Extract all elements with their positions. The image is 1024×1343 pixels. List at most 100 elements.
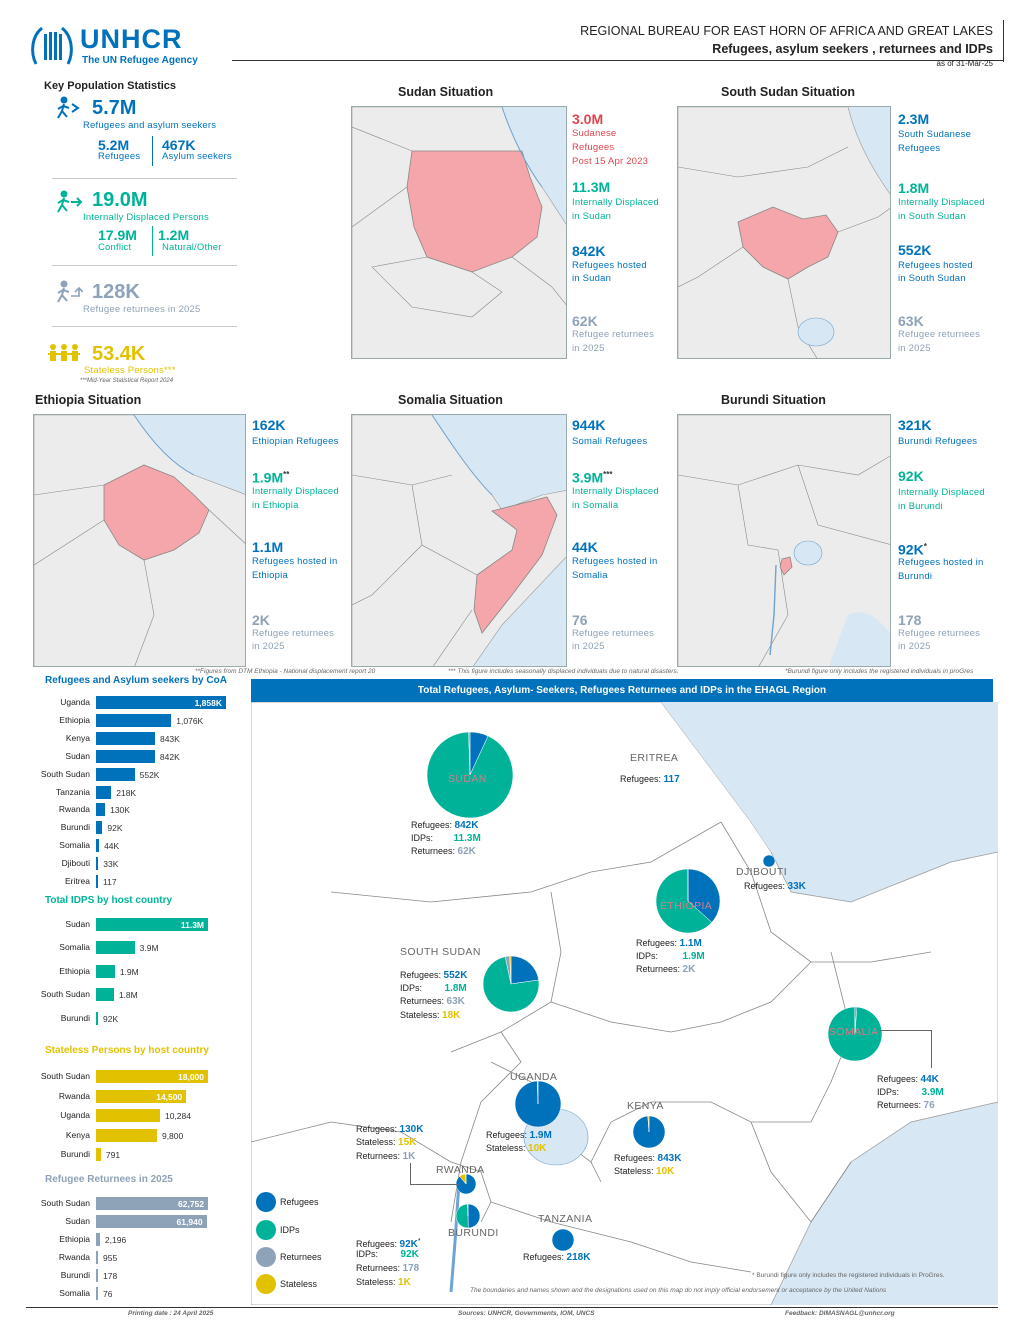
- returnees-label: Refugee returnees in 2025: [83, 304, 201, 315]
- bar-value-label: 1,858K: [194, 698, 222, 708]
- ssudan-map-returnees: Returnees: 63K: [400, 996, 465, 1007]
- south-sudan-situation-title: South Sudan Situation: [721, 85, 856, 99]
- somalia-hosted-label: Refugees hosted in: [572, 556, 658, 567]
- bar-category-label: Rwanda: [58, 1252, 90, 1262]
- asylum-label: Asylum seekers: [162, 151, 232, 162]
- report-subtitle: Refugees, asylum seekers , returnees and…: [712, 42, 993, 56]
- burundi-refugees-value: 321K: [898, 417, 932, 433]
- bar: [96, 941, 135, 955]
- ssudan-map-idps: IDPs: 1.8M: [400, 983, 467, 994]
- bar-value-label: 843K: [159, 733, 180, 744]
- ethiopia-situation-title: Ethiopia Situation: [35, 393, 142, 407]
- feedback: Feedback: DIMASNAGL@unhcr.org: [785, 1310, 895, 1317]
- bar: [96, 988, 114, 1002]
- idps-label: Internally Displaced Persons: [83, 212, 209, 223]
- sudan-hosted-label: Refugees hosted: [572, 260, 647, 271]
- sudan-situation-title: Sudan Situation: [398, 85, 494, 99]
- unhcr-logo: UNHCR The UN Refugee Agency: [28, 24, 208, 68]
- bar-value-label: 2,196: [104, 1235, 127, 1245]
- burundi-hosted-label: Refugees hosted in: [898, 557, 984, 568]
- ethiopia-returnees-label: in 2025: [252, 641, 285, 652]
- country-somalia: SOMALIA: [829, 1026, 879, 1038]
- somalia-leader-line: [880, 1030, 932, 1068]
- ethiopia-map-idps: IDPs: 1.9M: [636, 951, 705, 962]
- bar-category-label: Kenya: [65, 1129, 90, 1140]
- bar-category-label: Sudan: [65, 750, 90, 761]
- south-sudan-pie-slice: [509, 955, 512, 985]
- legend-returnees-label: Returnees: [280, 1252, 322, 1262]
- sudan-returnees-value: 62K: [572, 313, 598, 329]
- ethiopia-returnees-label: Refugee returnees: [252, 628, 335, 639]
- ssudan-refugees-value: 2.3M: [898, 111, 930, 127]
- ssudan-idp-value: 1.8M: [898, 180, 930, 196]
- bar: [96, 839, 100, 853]
- bar-category-label: Tanzania: [55, 786, 90, 797]
- bar-category-label: Eritrea: [64, 876, 90, 886]
- sudan-refugees-label: Sudanese: [572, 128, 617, 139]
- bar-category-label: South Sudan: [40, 768, 90, 779]
- sudan-pie-slice: [468, 731, 471, 776]
- ethiopia-map-returnees: Returnees: 2K: [636, 964, 696, 975]
- bar: [96, 1011, 98, 1025]
- sudan-returnees-label: in 2025: [572, 343, 605, 354]
- conflict-label: Conflict: [98, 242, 132, 253]
- rwanda-map-refugees: Refugees: 130K: [356, 1124, 424, 1135]
- bar-value-label: 61,940: [176, 1217, 203, 1227]
- bar: [96, 1089, 187, 1103]
- uganda-pie-slice: [536, 1080, 539, 1105]
- footnote-mark: *: [923, 542, 927, 551]
- legend-refugees-label: Refugees: [280, 1197, 319, 1207]
- footnote-mark: ***: [603, 470, 613, 479]
- south-sudan-pie-slice: [510, 955, 539, 985]
- bureau-title: REGIONAL BUREAU FOR EAST HORN OF AFRICA …: [580, 24, 993, 38]
- conflict-value: 17.9M: [98, 227, 137, 243]
- total-refugees-value: 5.7M: [92, 97, 137, 119]
- region-map-title: Total Refugees, Asylum- Seekers, Refugee…: [417, 685, 827, 696]
- refugees-label: Refugees: [98, 151, 141, 162]
- stateless-label: Stateless Persons***: [84, 365, 176, 376]
- somalia-idp-label: Internally Displaced: [572, 486, 659, 497]
- country-uganda: UGANDA: [510, 1071, 558, 1083]
- somalia-idp-label: in Somalia: [572, 500, 619, 511]
- logo-text: UNHCR: [80, 24, 183, 54]
- legend-refugees-swatch: [256, 1192, 276, 1212]
- sudan-hosted-value: 842K: [572, 243, 606, 259]
- bar-category-label: Djibouti: [61, 858, 90, 869]
- ssudan-hosted-label: in South Sudan: [898, 273, 966, 284]
- country-djibouti: DJIBOUTI: [736, 866, 788, 878]
- footnote-mark: *: [417, 1238, 421, 1245]
- ethiopia-footnote: **Figures from DTM Ethiopia - National d…: [195, 668, 376, 675]
- sudan-map-returnees: Returnees: 62K: [411, 846, 476, 857]
- burundi-situation-map: [677, 414, 891, 667]
- somalia-refugees-value: 944K: [572, 417, 606, 433]
- bar: [96, 1287, 98, 1300]
- burundi-idp-label: Internally Displaced: [898, 487, 985, 498]
- natural-value: 1.2M: [158, 227, 190, 243]
- stateless-value: 53.4K: [92, 343, 146, 365]
- sudan-pie-slice: [426, 731, 514, 819]
- laurel-icon: [31, 26, 73, 65]
- bar: [96, 767, 135, 781]
- bar-value-label: 92K: [107, 823, 123, 834]
- bar-value-label: 3.9M: [139, 943, 159, 954]
- bar-value-label: 1.8M: [118, 990, 138, 1001]
- bar-value-label: 10,284: [164, 1111, 191, 1122]
- bar-value-label: 955: [103, 1253, 118, 1263]
- rwanda-leader-line: [410, 1163, 460, 1185]
- bar: [96, 1070, 208, 1083]
- bar-category-label: Ethiopia: [59, 965, 90, 976]
- bar-category-label: Somalia: [59, 1288, 90, 1298]
- bar-category-label: Rwanda: [58, 1090, 90, 1101]
- uganda-map-refugees: Refugees: 1.9M: [486, 1130, 552, 1141]
- country-rwanda: RWANDA: [436, 1164, 485, 1176]
- rwanda-map-stateless: Stateless: 15K: [356, 1137, 417, 1148]
- tanzania-map-refugees: Refugees: 218K: [523, 1252, 591, 1263]
- footer-rule: [26, 1307, 998, 1308]
- somalia-situation-title: Somalia Situation: [398, 393, 503, 407]
- bar-value-label: 791: [105, 1150, 121, 1161]
- ethiopia-idp-label: Internally Displaced: [252, 486, 339, 497]
- sudan-returnees-label: Refugee returnees: [572, 329, 655, 340]
- ethiopia-hosted-label: Refugees hosted in: [252, 556, 338, 567]
- eritrea-map-refugees: Refugees: 117: [620, 774, 680, 785]
- bar-value-label: 130K: [110, 805, 130, 816]
